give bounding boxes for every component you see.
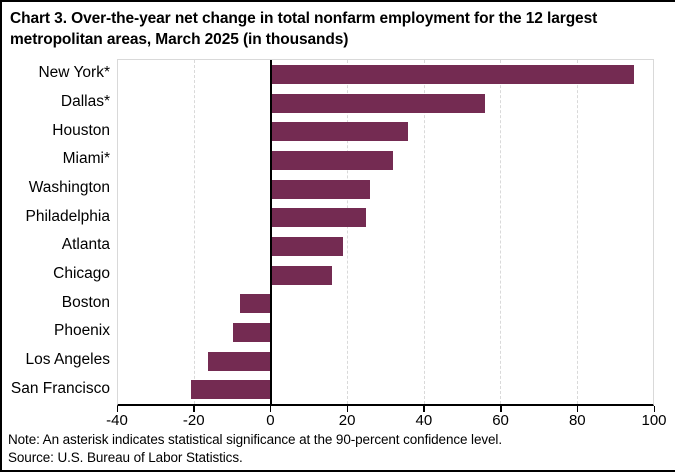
chart-title: Chart 3. Over-the-year net change in tot… [10,10,598,48]
chart-source: Source: U.S. Bureau of Labor Statistics. [8,450,243,465]
category-label: New York* [38,64,110,82]
bar-houston [270,122,409,142]
y-axis-labels: New York* Dallas* Houston Miami* Washington P… [2,59,110,403]
tick-label-40: 40 [415,412,433,429]
tick-mark-20 [346,406,349,412]
category-label: Miami* [62,150,110,168]
bar-miami [270,150,394,170]
bar-washington [270,179,371,199]
bar-san-francisco [190,380,271,400]
x-axis: -40 -20 0 20 40 60 80 100 [106,406,667,430]
category-label: Dallas* [60,92,110,110]
bar-boston [240,294,271,314]
gridline-80 [576,60,578,404]
gridline--20 [194,60,196,404]
chart-note: Note: An asterisk indicates statistical … [8,432,502,447]
tick-mark--20 [193,406,195,412]
tick-label-20: 20 [338,412,356,429]
gridline-20 [347,60,349,404]
zero-baseline [269,60,272,404]
bar-phoenix [232,322,271,342]
tick-label--40: -40 [106,412,128,429]
category-label: Chicago [53,264,110,282]
tick-label-100: 100 [641,412,667,429]
tick-mark-0 [269,406,272,412]
tick-label--20: -20 [182,412,205,429]
bar-chicago [270,265,332,285]
gridline-60 [500,60,502,404]
category-label: Atlanta [61,236,110,254]
tick-label-80: 80 [568,412,586,429]
category-label: Phoenix [53,322,110,340]
tick-mark-60 [500,406,502,412]
tick-mark-40 [423,406,425,412]
tick-mark-100 [653,406,655,412]
category-label: San Francisco [10,379,110,397]
bar-new-york [270,64,634,84]
bar-atlanta [270,236,344,256]
tick-label-60: 60 [492,412,509,429]
category-label: Houston [52,121,110,139]
category-label: Washington [28,178,110,196]
category-label: Los Angeles [25,350,110,368]
tick-label-0: 0 [266,412,275,429]
gridline-40 [423,60,425,404]
bar-los-angeles [207,351,271,371]
category-label: Philadelphia [25,207,110,225]
category-label: Boston [61,293,110,311]
plot-area [117,59,654,406]
tick-mark-80 [576,406,579,412]
bar-dallas [270,93,485,113]
tick-mark--40 [116,406,118,412]
bar-philadelphia [270,208,367,228]
